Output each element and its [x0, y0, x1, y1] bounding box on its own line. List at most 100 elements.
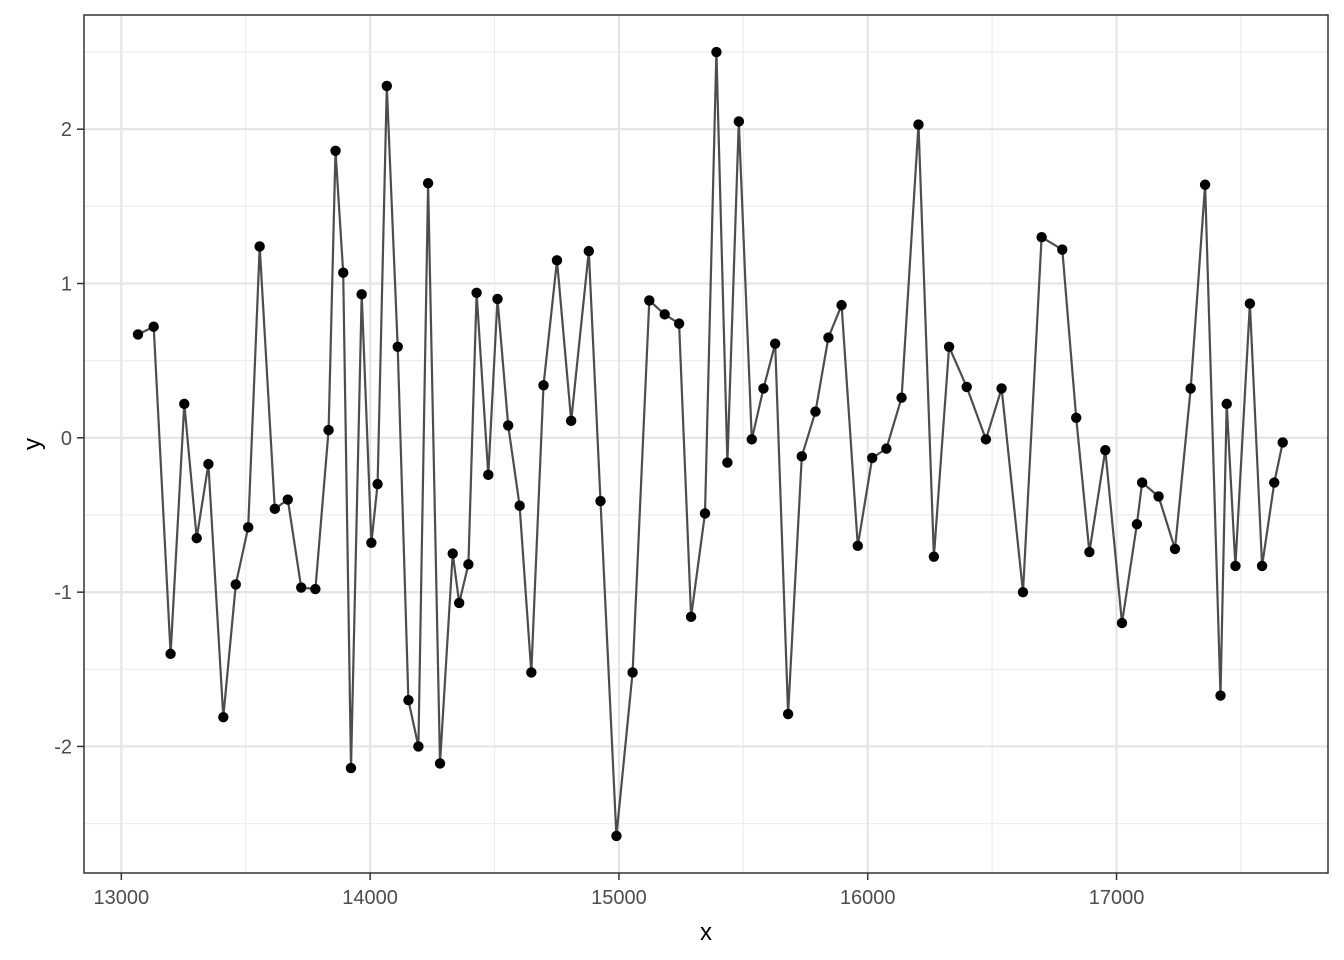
data-point [422, 178, 434, 189]
data-point [1230, 560, 1241, 572]
data-point [565, 415, 577, 427]
data-point [928, 551, 940, 562]
data-point [722, 457, 733, 468]
data-point [483, 469, 494, 481]
data-point [1215, 690, 1226, 701]
data-point [1185, 383, 1196, 394]
data-point [913, 119, 924, 130]
data-point [1057, 244, 1068, 255]
data-point [538, 380, 549, 391]
data-point [492, 293, 503, 305]
data-point [881, 443, 892, 454]
x-axis: 13000 14000 15000 16000 17000 [94, 873, 1145, 909]
data-point [1169, 543, 1181, 555]
data-point [366, 537, 377, 548]
data-point [1199, 179, 1211, 190]
plot-border [83, 14, 1329, 874]
data-point [503, 420, 514, 431]
data-point [796, 451, 807, 462]
data-point [310, 583, 321, 595]
y-tick-label: 1 [61, 274, 72, 296]
x-axis-title: x [700, 919, 712, 946]
x-tick-label: 17000 [1089, 887, 1145, 909]
data-point [148, 321, 159, 332]
data-point [218, 711, 229, 723]
y-tick-label: -1 [54, 582, 72, 604]
data-point [996, 383, 1007, 394]
data-point [179, 398, 190, 410]
data-point [1131, 519, 1143, 530]
data-point [758, 383, 769, 394]
data-point [659, 309, 670, 320]
data-point [1244, 298, 1256, 309]
data-point [1036, 232, 1047, 243]
y-axis: -2 -1 0 1 2 [54, 119, 84, 758]
data-point [447, 548, 458, 559]
data-point [836, 299, 847, 311]
data-point [810, 406, 821, 417]
data-point [896, 392, 907, 403]
data-point [269, 503, 281, 515]
data-point [1277, 437, 1288, 448]
x-tick-label: 15000 [591, 887, 647, 909]
data-point [823, 332, 834, 343]
data-point [943, 341, 955, 352]
minor-gridlines [84, 15, 1328, 873]
data-point [583, 245, 595, 257]
data-point [413, 741, 424, 752]
data-point [323, 424, 334, 436]
data-point [203, 458, 214, 470]
data-point [746, 434, 757, 445]
data-point [1269, 477, 1280, 488]
data-point [1256, 560, 1268, 572]
data-point [627, 667, 638, 678]
data-point [330, 145, 341, 156]
data-point [381, 80, 392, 92]
data-point [782, 708, 794, 720]
data-point [434, 758, 446, 769]
data-point [191, 532, 202, 544]
data-point [230, 579, 241, 590]
data-point [356, 289, 367, 300]
data-point [514, 500, 525, 511]
data-point [338, 267, 349, 278]
x-tick-label: 16000 [840, 887, 896, 909]
data-point [165, 648, 176, 660]
data-point [372, 478, 383, 490]
data-point [1084, 546, 1095, 558]
data-point [961, 381, 972, 393]
data-point [526, 667, 537, 678]
data-point [403, 694, 414, 706]
data-point [673, 318, 685, 329]
data-point [453, 597, 465, 609]
y-tick-label: -2 [54, 736, 72, 758]
data-point [1017, 586, 1029, 598]
data-point [644, 295, 655, 306]
data-point [1136, 477, 1148, 488]
data-point [685, 611, 697, 623]
data-point [132, 329, 144, 340]
data-point [551, 255, 563, 266]
x-tick-label: 14000 [342, 887, 398, 909]
data-point [345, 762, 357, 774]
data-point [769, 338, 781, 349]
data-point [980, 434, 992, 445]
data-point [1221, 398, 1232, 410]
data-point [1100, 444, 1111, 456]
data-point [1116, 617, 1128, 629]
data-point [866, 452, 878, 464]
data-point [711, 46, 722, 58]
data-point [254, 241, 265, 252]
x-tick-label: 13000 [94, 887, 150, 909]
data-point [595, 495, 606, 507]
data-point [699, 508, 711, 519]
y-tick-label: 0 [61, 428, 72, 450]
data-point [282, 494, 293, 505]
data-point [1153, 491, 1164, 502]
data-point [296, 582, 307, 593]
data-point [243, 522, 254, 533]
y-axis-title: y [19, 438, 46, 450]
data-point [471, 287, 482, 298]
data-series [132, 46, 1288, 842]
